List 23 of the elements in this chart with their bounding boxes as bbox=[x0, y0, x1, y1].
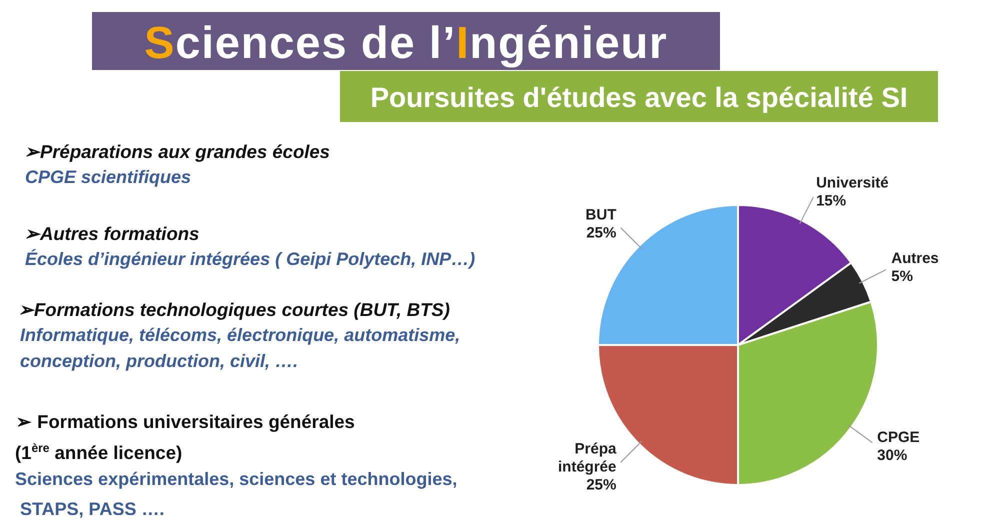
slice-label: Autres bbox=[891, 250, 939, 267]
text: ➢Formations technologiques courtes (BUT, BTS) bbox=[18, 299, 450, 320]
chart-title: Sciences de l’Ingénieur bbox=[144, 17, 668, 68]
slice-label: Université bbox=[816, 174, 889, 192]
slice-label: BUT bbox=[586, 206, 616, 224]
text: (1$^{ère}$ année licence) bbox=[15, 441, 182, 463]
data-label: 25% bbox=[586, 476, 616, 494]
text: STAPS, PASS …. bbox=[20, 499, 164, 519]
text: CPGE scientifiques bbox=[25, 167, 192, 187]
chart-subtitle: Poursuites d'études avec la spécialité SI bbox=[370, 82, 908, 113]
data-label: 15% bbox=[816, 192, 846, 210]
text: Informatique, télécoms, électronique, automatisme, bbox=[20, 325, 460, 345]
slice-label: Prépa intégrée bbox=[558, 440, 618, 476]
data-label: 25% bbox=[586, 224, 616, 242]
slice-label: CPGE bbox=[877, 429, 920, 446]
text: Écoles d’ingénieur intégrées ( Geipi Polytech, INP…) bbox=[25, 249, 476, 269]
text: conception, production, civil, …. bbox=[20, 351, 298, 371]
text: ➢ Formations universitaires générales bbox=[16, 411, 355, 432]
text: ➢Autres formations bbox=[24, 223, 200, 244]
data-label: 30% bbox=[877, 447, 908, 464]
text: Sciences expérimentales, sciences et technologies, bbox=[15, 469, 458, 489]
text: ➢Préparations aux grandes écoles bbox=[24, 141, 330, 162]
data-label: 5% bbox=[891, 268, 913, 285]
